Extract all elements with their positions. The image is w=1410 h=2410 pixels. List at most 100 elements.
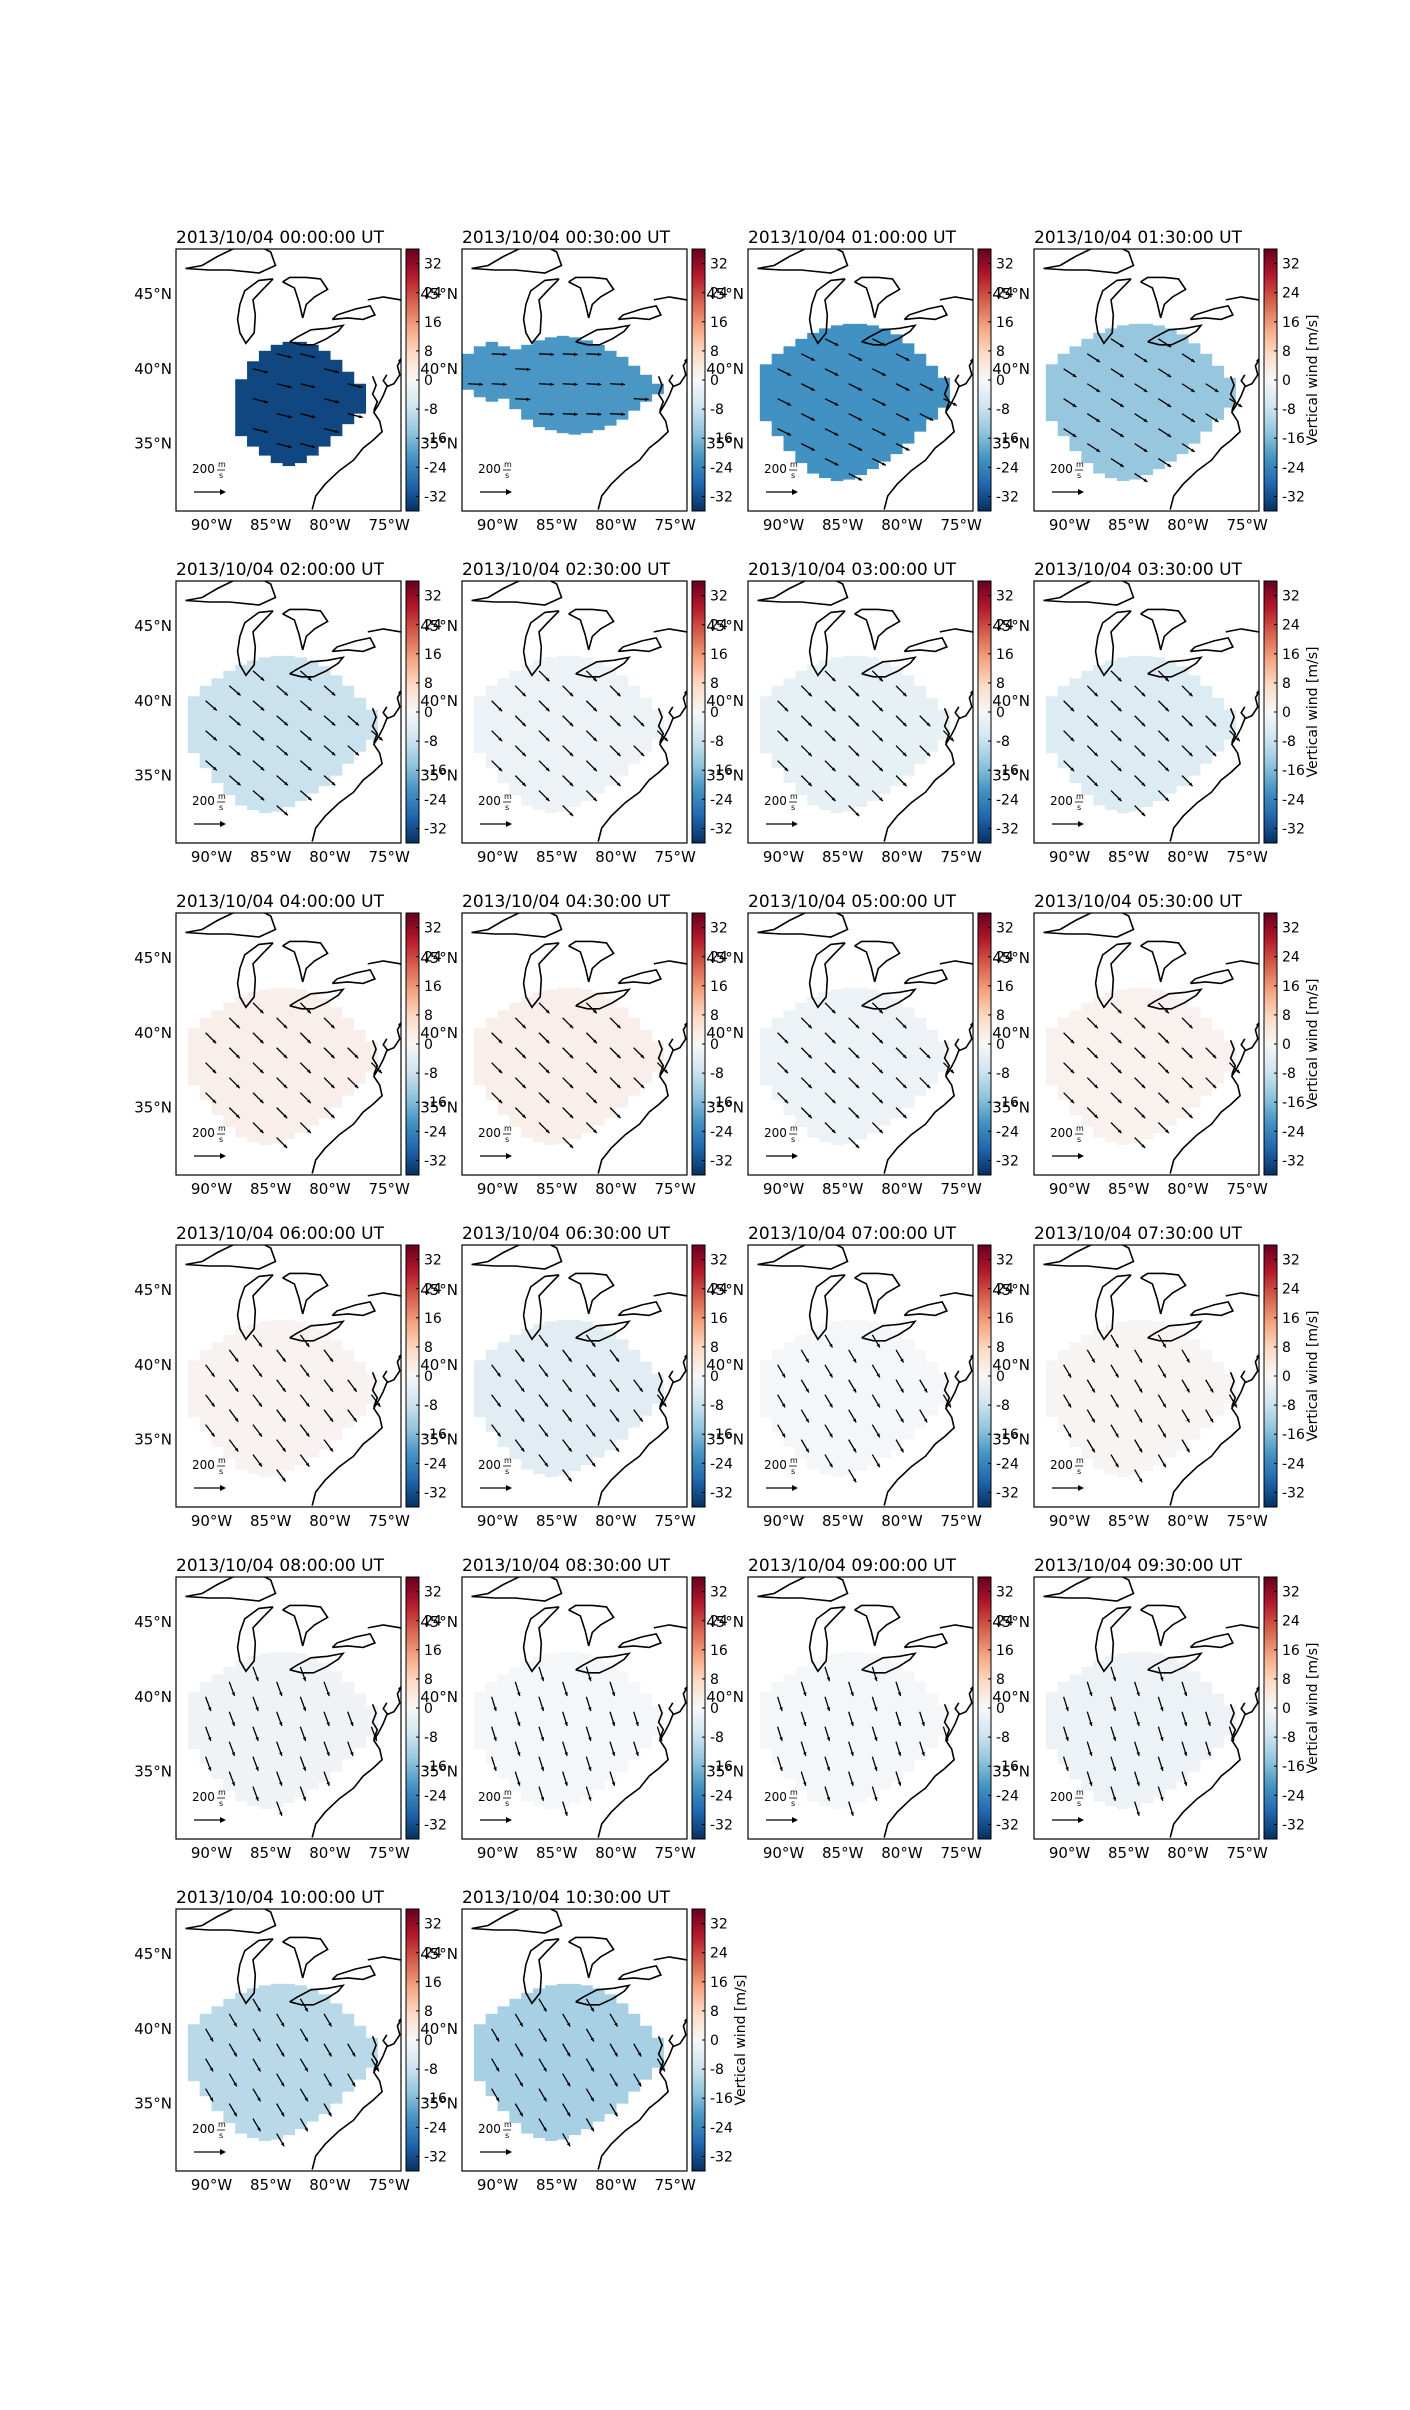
coastline	[371, 376, 379, 411]
wind-vector-head	[260, 706, 265, 711]
coastline	[282, 1272, 329, 1315]
wind-vector-head	[829, 1373, 833, 1378]
data-cell	[759, 1692, 773, 1750]
colorbar-tick-label: 32	[710, 921, 728, 937]
data-cell	[247, 1324, 260, 1475]
colorbar-tick-label: -24	[424, 1788, 447, 1804]
wind-vector-head	[1141, 782, 1146, 787]
coastline	[939, 1624, 973, 1629]
data-cell	[639, 2025, 653, 2080]
coastline	[289, 324, 346, 346]
data-cell	[580, 1653, 593, 1798]
axes-frame	[461, 1908, 688, 2172]
wind-vector-head	[593, 1129, 597, 1134]
data-cell	[830, 325, 844, 482]
colorbar-tick-label: -24	[424, 792, 447, 808]
wind-vector-head	[855, 1084, 860, 1089]
wind-vector-head	[1160, 1707, 1164, 1712]
axes-frame	[461, 1244, 688, 1508]
wind-vector-head	[283, 1114, 288, 1119]
panel-title: 2013/10/04 06:00:00 UT	[176, 1224, 385, 1244]
wind-vector-head	[879, 1099, 883, 1104]
scale-label: 200	[478, 794, 501, 808]
wind-vector-head	[1091, 1388, 1095, 1393]
coastline	[236, 1938, 274, 2005]
coastline	[883, 691, 973, 842]
y-tick-label: 35°N	[992, 435, 1030, 453]
data-cell	[282, 1983, 296, 2136]
data-cell	[1069, 346, 1082, 452]
coastline	[903, 304, 949, 321]
wind-vector-head	[1167, 403, 1172, 407]
colorbar-tick-label: -8	[710, 1730, 724, 1746]
scale-unit-den: s	[219, 1135, 223, 1144]
colorbar-tick-label: -32	[424, 1153, 447, 1169]
data-cell	[1045, 1692, 1059, 1750]
scale-unit-num: m	[1076, 1124, 1084, 1133]
wind-vector-head	[1138, 1358, 1143, 1363]
wind-vector-head	[545, 677, 550, 682]
wind-vector-head	[879, 767, 883, 772]
data-cell	[890, 1330, 903, 1451]
colorbar-tick-label: -16	[424, 1095, 447, 1111]
wind-vector-head	[881, 372, 886, 376]
wind-vector-head	[526, 367, 531, 372]
coastline	[522, 942, 560, 1009]
panel-title: 2013/10/04 07:30:00 UT	[1034, 1224, 1243, 1244]
scale-unit-num: m	[504, 1124, 512, 1133]
data-cell	[1105, 1324, 1118, 1475]
x-tick-label: 80°W	[881, 848, 923, 866]
wind-vector-head	[282, 1477, 286, 1482]
coastline	[939, 628, 973, 633]
colorbar-tick-label: -24	[996, 792, 1019, 808]
wind-vector-head	[498, 1099, 503, 1104]
wind-vector-head	[493, 1737, 497, 1741]
wind-vector-head	[1136, 1781, 1140, 1786]
data-cell	[211, 1010, 224, 1116]
data-cell	[925, 365, 939, 420]
wind-vector-head	[209, 2037, 214, 2042]
data-cell	[1081, 1666, 1094, 1792]
x-tick-label: 80°W	[595, 1180, 637, 1198]
coastline	[331, 636, 377, 653]
wind-vector-head	[1165, 1099, 1169, 1104]
wind-vector-head	[1160, 1737, 1164, 1741]
axes-frame	[747, 1576, 974, 1840]
colorbar-tick-label: 8	[996, 1340, 1005, 1356]
data-cell	[533, 1324, 546, 1475]
colorbar-tick-label: 0	[710, 705, 719, 721]
scale-unit-num: m	[1076, 792, 1084, 801]
panel-title: 2013/10/04 04:00:00 UT	[176, 892, 385, 912]
coastline	[382, 1702, 389, 1716]
x-tick-label: 75°W	[654, 848, 696, 866]
coastline	[617, 968, 663, 985]
scale-unit-den: s	[505, 803, 509, 812]
wind-vector-head	[905, 387, 910, 391]
data-cell	[842, 987, 856, 1144]
coastline	[236, 1274, 274, 1341]
wind-vector-head	[234, 1387, 239, 1392]
data-cell	[580, 1321, 593, 1466]
x-tick-label: 80°W	[595, 848, 637, 866]
colorbar-tick-label: -24	[996, 1456, 1019, 1472]
wind-vector-head	[573, 352, 578, 357]
axes-frame	[1033, 580, 1260, 844]
coastline	[371, 1040, 379, 1075]
wind-vector-head	[1165, 797, 1169, 802]
axes-frame	[747, 912, 974, 1176]
coastline	[575, 324, 632, 346]
x-tick-label: 90°W	[477, 1844, 519, 1862]
wind-vector-head	[258, 1372, 262, 1377]
wind-vector-head	[1188, 1114, 1193, 1119]
wind-vector-head	[257, 2127, 261, 2132]
x-tick-label: 85°W	[536, 1180, 578, 1198]
wind-vector-head	[304, 2127, 308, 2132]
data-cell	[485, 341, 499, 402]
data-cell	[783, 1010, 796, 1116]
wind-vector-head	[881, 432, 886, 436]
coastline	[398, 352, 401, 362]
data-cell	[258, 1321, 272, 1478]
wind-vector-head	[1190, 388, 1195, 392]
y-tick-label: 45°N	[134, 1613, 172, 1631]
